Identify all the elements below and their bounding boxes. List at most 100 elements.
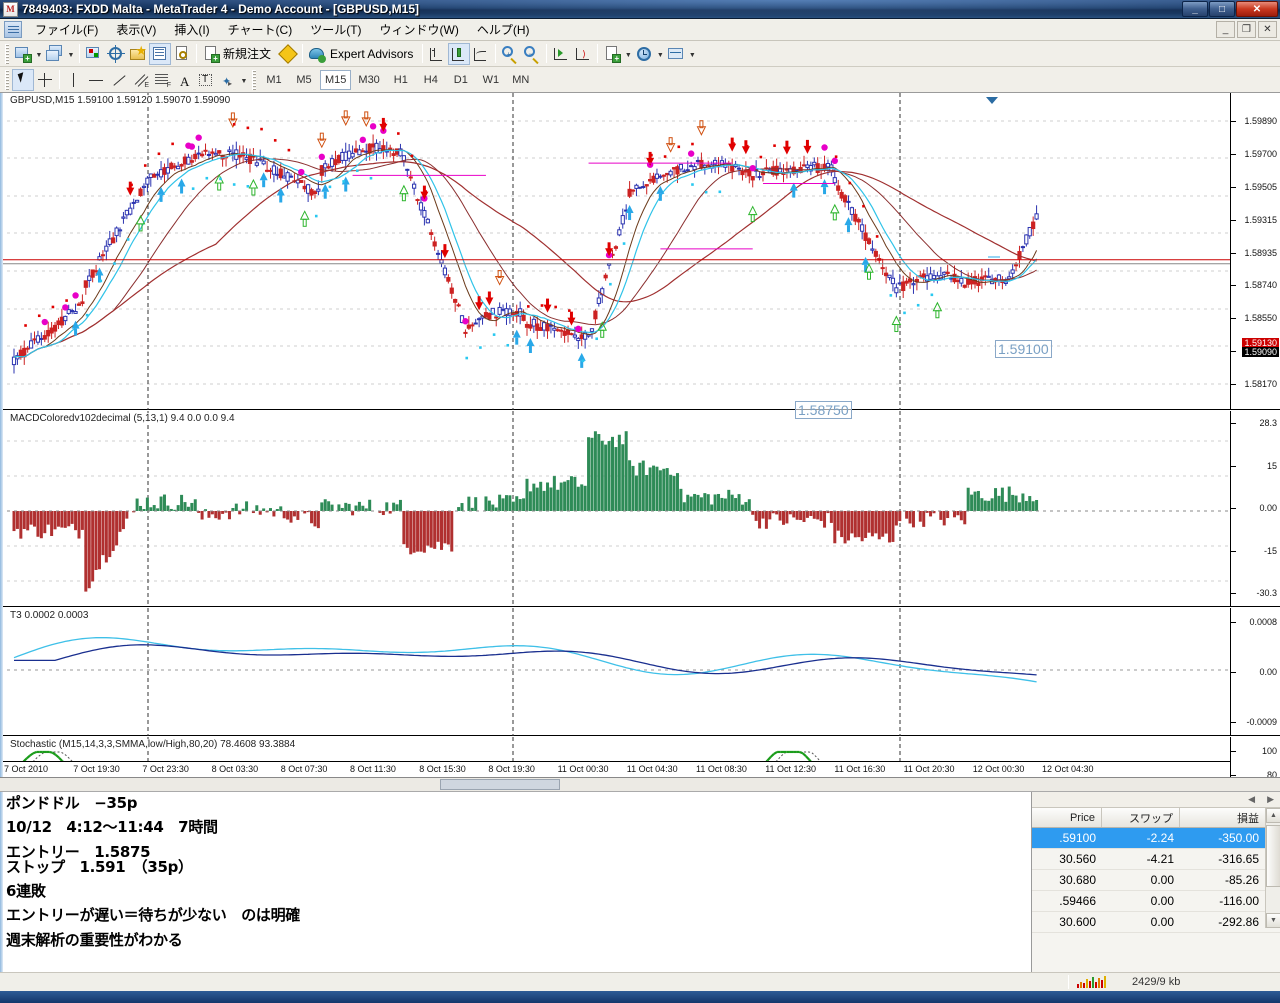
terminal-icon[interactable] <box>171 43 193 65</box>
t3-y-axis[interactable]: 0.0008 0.00 -0.0009 <box>1230 608 1280 735</box>
candlestick-chart-icon[interactable] <box>448 42 471 65</box>
drawing-toolbar-grip[interactable] <box>5 69 9 90</box>
table-row[interactable]: .59466 0.00 -116.00 <box>1032 891 1280 912</box>
terminal-scroll-thumb[interactable] <box>1266 825 1280 887</box>
templates-dropdown-icon[interactable]: ▼ <box>688 51 696 59</box>
timeframe-w1[interactable]: W1 <box>482 73 500 86</box>
terminal-prev-icon[interactable]: ◀ <box>1248 794 1256 804</box>
child-close-button[interactable]: ✕ <box>1258 21 1277 38</box>
macd-y-axis[interactable]: 28.3 15 0.00 -15 -30.3 <box>1230 411 1280 606</box>
navigator-icon[interactable]: ★ <box>127 43 149 65</box>
menu-tools[interactable]: ツール(T) <box>310 23 362 37</box>
chart-horizontal-scrollbar[interactable] <box>0 778 1280 792</box>
text-label-icon[interactable]: T <box>195 69 217 91</box>
zoom-in-icon[interactable]: + <box>499 43 521 65</box>
menu-window[interactable]: ウィンドウ(W) <box>379 23 459 37</box>
new-chart-icon[interactable]: + <box>12 43 34 65</box>
child-minimize-button[interactable]: _ <box>1216 21 1235 38</box>
toolbar-grip[interactable] <box>5 43 9 64</box>
macd-pane[interactable]: MACDColoredv102decimal (5,13,1) 9.4 0.0 … <box>0 411 1280 607</box>
menu-chart[interactable]: チャート(C) <box>227 23 293 37</box>
terminal-next-icon[interactable]: ▶ <box>1267 794 1274 804</box>
price-y-axis[interactable]: 1.59890 1.59700 1.59505 1.59315 1.58935 1.587… <box>1230 93 1280 409</box>
price-annotation-entry[interactable]: 1.59100 <box>995 340 1052 358</box>
new-chart-dropdown-icon[interactable]: ▼ <box>35 51 43 59</box>
timeframe-grip[interactable] <box>252 69 256 90</box>
table-row[interactable]: .59100 -2.24 -350.00 <box>1032 828 1280 849</box>
expert-advisors-button[interactable]: Expert Advisors <box>306 43 419 65</box>
note-line-1: ポンドドル −35p <box>6 794 138 812</box>
terminal-panel[interactable]: ◀ ▶ Price スワップ 損益 .59100 -2.24 -350.00 3… <box>1032 792 1280 1002</box>
alert-icon[interactable] <box>277 43 299 65</box>
timeframe-m5[interactable]: M5 <box>296 73 312 86</box>
price-chart-pane[interactable]: GBPUSD,M15 1.59100 1.59120 1.59070 1.590… <box>0 93 1280 419</box>
chart-shift-icon[interactable]: ⟩ <box>572 43 594 65</box>
vertical-line-icon[interactable] <box>63 69 85 91</box>
table-row[interactable]: 30.680 0.00 -85.26 <box>1032 870 1280 891</box>
cell-swap: -2.24 <box>1146 831 1174 845</box>
menu-view[interactable]: 表示(V) <box>116 23 157 37</box>
axis-tick-label: 1.58550 <box>1244 313 1277 324</box>
time-axis[interactable]: 7 Oct 2010 7 Oct 19:30 7 Oct 23:30 8 Oct 03… <box>0 761 1280 777</box>
menu-help[interactable]: ヘルプ(H) <box>476 23 530 37</box>
auto-scroll-icon[interactable] <box>550 43 572 65</box>
cursor-icon[interactable] <box>12 68 34 91</box>
crosshair-icon[interactable] <box>105 43 127 65</box>
time-axis-label: 11 Oct 04:30 <box>626 764 678 774</box>
close-button[interactable]: ✕ <box>1236 1 1278 17</box>
bar-chart-icon[interactable] <box>426 43 448 65</box>
table-row[interactable]: 30.560 -4.21 -316.65 <box>1032 849 1280 870</box>
maximize-button[interactable]: □ <box>1209 1 1235 17</box>
arrows-dropdown-icon[interactable]: ▼ <box>240 77 248 85</box>
indicators-icon[interactable]: + <box>601 43 623 65</box>
fibonacci-icon[interactable]: F <box>151 69 173 91</box>
menu-file[interactable]: ファイル(F) <box>35 23 99 37</box>
data-window-icon[interactable] <box>149 42 171 65</box>
templates-icon[interactable] <box>665 43 687 65</box>
t3-pane[interactable]: T3 0.0002 0.0003 0.0008 0.00 -0.0009 <box>0 608 1280 736</box>
chart-left-edge <box>0 93 3 777</box>
equidistant-channel-icon[interactable]: E <box>129 69 151 91</box>
trendline-icon[interactable] <box>107 69 129 91</box>
column-header-profit[interactable]: 損益 <box>1237 812 1259 825</box>
timeframe-m30[interactable]: M30 <box>358 73 380 86</box>
app-menu-icon[interactable] <box>4 21 22 38</box>
period-dropdown-icon[interactable]: ▼ <box>656 51 664 59</box>
timeframe-h4[interactable]: H4 <box>423 73 438 86</box>
scroll-up-button[interactable]: ▲ <box>1266 808 1280 823</box>
new-order-icon: + <box>202 45 220 63</box>
crosshair-tool-icon[interactable] <box>34 69 56 91</box>
scroll-down-button[interactable]: ▼ <box>1266 913 1280 928</box>
terminal-vertical-scrollbar[interactable]: ▲ ▼ <box>1265 808 1280 928</box>
timeframe-d1[interactable]: D1 <box>453 73 468 86</box>
menu-insert[interactable]: 挿入(I) <box>174 23 210 37</box>
tile-windows-icon[interactable] <box>44 43 66 65</box>
stochastic-y-axis[interactable]: 1008050200 <box>1230 737 1280 777</box>
timeframe-m1[interactable]: M1 <box>266 73 282 86</box>
timeframe-m15[interactable]: M15 <box>320 69 352 90</box>
period-icon[interactable] <box>633 43 655 65</box>
line-chart-icon[interactable] <box>470 43 492 65</box>
horizontal-line-icon[interactable] <box>85 69 107 91</box>
timeframe-h1[interactable]: H1 <box>393 73 408 86</box>
chart-window[interactable]: GBPUSD,M15 1.59100 1.59120 1.59070 1.590… <box>0 93 1280 778</box>
column-header-swap[interactable]: スワップ <box>1102 808 1180 827</box>
status-separator <box>1068 975 1069 989</box>
indicators-dropdown-icon[interactable]: ▼ <box>624 51 632 59</box>
tile-windows-dropdown-icon[interactable]: ▼ <box>67 51 75 59</box>
price-annotation-stop[interactable]: 1.58750 <box>795 401 852 419</box>
child-restore-button[interactable]: ❐ <box>1237 21 1256 38</box>
zoom-out-icon[interactable]: − <box>521 43 543 65</box>
terminal-header-row: Price スワップ 損益 <box>1032 808 1280 828</box>
minimize-button[interactable]: _ <box>1182 1 1208 17</box>
table-row[interactable]: 30.600 0.00 -292.86 <box>1032 912 1280 933</box>
new-order-button[interactable]: + 新規注文 <box>200 43 277 65</box>
arrows-icon[interactable]: ✦ ▸ <box>222 75 233 88</box>
notes-panel[interactable]: ポンドドル −35p 10/12 4:12〜11:44 7時間 エントリー 1.… <box>0 792 1032 1002</box>
text-icon[interactable]: A <box>180 73 190 89</box>
column-header-price[interactable]: Price <box>1032 808 1102 827</box>
timeframe-mn[interactable]: MN <box>512 73 530 86</box>
time-axis-label: 11 Oct 08:30 <box>696 764 747 774</box>
scrollbar-thumb[interactable] <box>440 779 560 790</box>
market-watch-icon[interactable] <box>83 43 105 65</box>
